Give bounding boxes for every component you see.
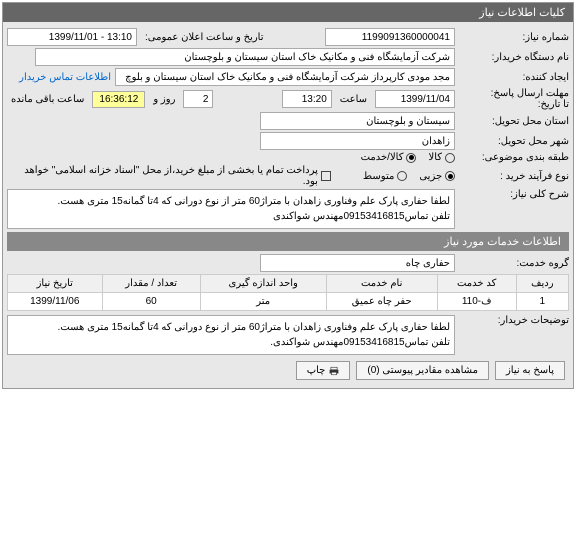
radio-minor[interactable]: جزیی <box>419 171 455 182</box>
panel-body: شماره نیاز: 1199091360000041 تاریخ و ساع… <box>3 22 573 388</box>
services-table: ردیف کد خدمت نام خدمت واحد اندازه گیری ت… <box>7 274 569 311</box>
province-value: سیستان و بلوچستان <box>260 112 455 130</box>
radio-goods-icon <box>445 153 455 163</box>
payment-note-text: پرداخت تمام یا بخشی از مبلغ خرید،از محل … <box>7 165 318 187</box>
purchase-type-label: نوع فرآیند خرید : <box>459 171 569 182</box>
need-number-label: شماره نیاز: <box>459 32 569 43</box>
row-deadline: مهلت ارسال پاسخ: تا تاریخ: 1399/11/04 سا… <box>7 88 569 110</box>
service-group-label: گروه خدمت: <box>459 258 569 269</box>
radio-medium-label: متوسط <box>363 171 394 182</box>
city-label: شهر محل تحویل: <box>459 136 569 147</box>
radio-goods-service[interactable]: کالا/خدمت <box>361 152 417 163</box>
attachments-button-label: مشاهده مقادیر پیوستی (0) <box>367 365 478 376</box>
td-name: حفر چاه عمیق <box>326 293 437 311</box>
buyer-label: نام دستگاه خریدار: <box>459 52 569 63</box>
need-number-value: 1199091360000041 <box>325 28 455 46</box>
respond-button[interactable]: پاسخ به نیاز <box>495 361 565 380</box>
th-code: کد خدمت <box>437 275 516 293</box>
until-label-text: تا تاریخ: <box>538 99 569 110</box>
creator-value: مجد مودی کارپرداز شرکت آزمایشگاه فنی و م… <box>115 68 455 86</box>
announce-date-value: 13:10 - 1399/11/01 <box>7 28 137 46</box>
category-radios: کالا کالا/خدمت <box>361 152 455 163</box>
row-buyer-notes: توضیحات خریدار: لطفا حفاری پارک علم وفنا… <box>7 315 569 355</box>
button-row: پاسخ به نیاز مشاهده مقادیر پیوستی (0) چا… <box>7 357 569 384</box>
radio-minor-label: جزیی <box>419 171 442 182</box>
checkbox-payment[interactable]: پرداخت تمام یا بخشی از مبلغ خرید،از محل … <box>7 165 331 187</box>
td-qty: 60 <box>102 293 200 311</box>
row-purchase-type: نوع فرآیند خرید : جزیی متوسط پرداخت تمام… <box>7 165 569 187</box>
table-row: 1 ف-110 حفر چاه عمیق متر 60 1399/11/06 <box>8 293 569 311</box>
days-count: 2 <box>183 90 213 108</box>
panel-title: کلیات اطلاعات نیاز <box>3 3 573 22</box>
radio-medium[interactable]: متوسط <box>363 171 407 182</box>
row-need-number: شماره نیاز: 1199091360000041 تاریخ و ساع… <box>7 28 569 46</box>
buyer-value: شرکت آزمایشگاه فنی و مکانیک خاک استان سی… <box>35 48 455 66</box>
buyer-notes-value: لطفا حفاری پارک علم وفناوری زاهدان با مت… <box>7 315 455 355</box>
contact-link[interactable]: اطلاعات تماس خریدار <box>19 72 111 83</box>
creator-label: ایجاد کننده: <box>459 72 569 83</box>
time-label-1: ساعت <box>340 94 367 105</box>
countdown: 16:36:12 <box>92 91 145 108</box>
row-buyer: نام دستگاه خریدار: شرکت آزمایشگاه فنی و … <box>7 48 569 66</box>
print-button[interactable]: چاپ <box>296 361 351 380</box>
th-qty: تعداد / مقدار <box>102 275 200 293</box>
row-service-group: گروه خدمت: حفاری چاه <box>7 254 569 272</box>
td-row: 1 <box>516 293 568 311</box>
radio-goods-label: کالا <box>428 152 442 163</box>
table-header-row: ردیف کد خدمت نام خدمت واحد اندازه گیری ت… <box>8 275 569 293</box>
radio-medium-icon <box>397 171 407 181</box>
services-header: اطلاعات خدمات مورد نیاز <box>7 232 569 251</box>
radio-minor-icon <box>445 171 455 181</box>
service-group-value: حفاری چاه <box>260 254 455 272</box>
city-value: زاهدان <box>260 132 455 150</box>
td-date: 1399/11/06 <box>8 293 103 311</box>
print-button-label: چاپ <box>307 365 326 376</box>
print-icon <box>329 366 339 376</box>
deadline-label-text: مهلت ارسال پاسخ: <box>491 88 569 99</box>
row-province: استان محل تحویل: سیستان و بلوچستان <box>7 112 569 130</box>
th-name: نام خدمت <box>326 275 437 293</box>
announce-date-label: تاریخ و ساعت اعلان عمومی: <box>145 32 264 43</box>
main-panel: کلیات اطلاعات نیاز شماره نیاز: 119909136… <box>2 2 574 389</box>
deadline-time: 13:20 <box>282 90 332 108</box>
td-unit: متر <box>200 293 326 311</box>
checkbox-payment-icon <box>321 171 331 181</box>
deadline-date: 1399/11/04 <box>375 90 455 108</box>
description-value: لطفا حفاری پارک علم وفناوری زاهدان با مت… <box>7 189 455 229</box>
radio-goods-service-label: کالا/خدمت <box>361 152 404 163</box>
th-unit: واحد اندازه گیری <box>200 275 326 293</box>
radio-goods-service-icon <box>406 153 416 163</box>
respond-button-label: پاسخ به نیاز <box>506 365 554 376</box>
deadline-label: مهلت ارسال پاسخ: تا تاریخ: <box>459 88 569 110</box>
td-code: ف-110 <box>437 293 516 311</box>
row-category: طبقه بندی موضوعی: کالا کالا/خدمت <box>7 152 569 163</box>
radio-goods[interactable]: کالا <box>428 152 455 163</box>
days-label: روز و <box>153 94 175 105</box>
category-label: طبقه بندی موضوعی: <box>459 152 569 163</box>
description-label: شرح کلی نیاز: <box>459 189 569 200</box>
buyer-notes-label: توضیحات خریدار: <box>459 315 569 326</box>
province-label: استان محل تحویل: <box>459 116 569 127</box>
th-date: تاریخ نیاز <box>8 275 103 293</box>
row-description: شرح کلی نیاز: لطفا حفاری پارک علم وفناور… <box>7 189 569 229</box>
remaining-label: ساعت باقی مانده <box>11 94 84 105</box>
purchase-type-radios: جزیی متوسط پرداخت تمام یا بخشی از مبلغ خ… <box>7 165 455 187</box>
th-row: ردیف <box>516 275 568 293</box>
attachments-button[interactable]: مشاهده مقادیر پیوستی (0) <box>356 361 489 380</box>
row-city: شهر محل تحویل: زاهدان <box>7 132 569 150</box>
row-creator: ایجاد کننده: مجد مودی کارپرداز شرکت آزما… <box>7 68 569 86</box>
